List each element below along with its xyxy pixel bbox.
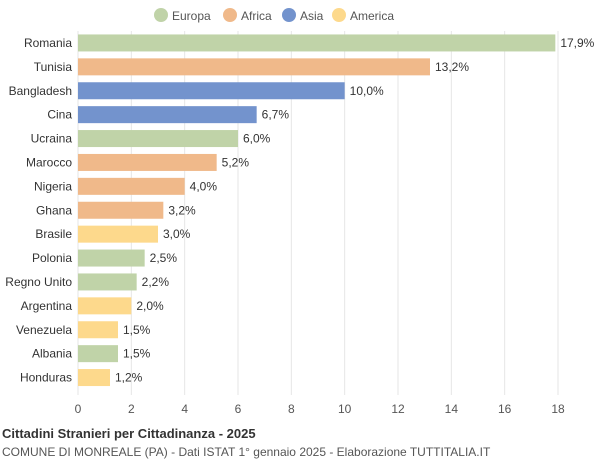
x-tick-label: 8 xyxy=(288,402,295,416)
x-tick-label: 4 xyxy=(181,402,188,416)
bar xyxy=(78,249,145,267)
value-label: 4,0% xyxy=(190,179,218,193)
value-label: 3,2% xyxy=(168,203,196,217)
category-label: Romania xyxy=(24,36,72,50)
x-tick-label: 12 xyxy=(391,402,405,416)
chart-source: COMUNE DI MONREALE (PA) - Dati ISTAT 1° … xyxy=(2,445,491,459)
x-tick-label: 6 xyxy=(235,402,242,416)
chart-title: Cittadini Stranieri per Cittadinanza - 2… xyxy=(2,426,256,441)
bar xyxy=(78,34,556,52)
bar xyxy=(78,345,118,363)
value-label: 3,0% xyxy=(163,227,191,241)
legend-label: Africa xyxy=(241,9,272,23)
bar xyxy=(78,225,158,243)
value-label: 1,2% xyxy=(115,371,143,385)
legend-label: Asia xyxy=(300,9,324,23)
category-label: Bangladesh xyxy=(9,84,72,98)
category-label: Ucraina xyxy=(31,132,73,146)
category-label: Marocco xyxy=(26,155,72,169)
category-label: Tunisia xyxy=(34,60,73,74)
legend-label: Europa xyxy=(172,9,211,23)
legend-marker xyxy=(223,8,237,22)
x-tick-label: 16 xyxy=(498,402,512,416)
x-tick-label: 2 xyxy=(128,402,135,416)
value-label: 1,5% xyxy=(123,323,151,337)
category-label: Regno Unito xyxy=(5,275,72,289)
value-label: 6,0% xyxy=(243,132,271,146)
category-label: Argentina xyxy=(21,299,73,313)
bar xyxy=(78,58,430,76)
category-label: Brasile xyxy=(35,227,72,241)
bar xyxy=(78,369,110,387)
bar-chart: 0 2 4 6 8 10 12 14 16 18 Romania 17,9% Tunisia 13,2% B… xyxy=(5,8,595,416)
value-label: 6,7% xyxy=(262,108,290,122)
bar xyxy=(78,177,185,195)
category-label: Albania xyxy=(32,347,72,361)
category-label: Honduras xyxy=(20,371,72,385)
bar xyxy=(78,297,132,315)
legend-marker xyxy=(282,8,296,22)
bar xyxy=(78,201,164,219)
value-label: 5,2% xyxy=(222,155,250,169)
bar xyxy=(78,321,118,339)
legend-marker xyxy=(154,8,168,22)
value-label: 17,9% xyxy=(560,36,594,50)
x-tick-label: 0 xyxy=(75,402,82,416)
value-label: 1,5% xyxy=(123,347,151,361)
x-tick-label: 14 xyxy=(445,402,459,416)
bar xyxy=(78,130,238,148)
x-tick-label: 10 xyxy=(338,402,352,416)
category-label: Nigeria xyxy=(34,179,72,193)
bar xyxy=(78,273,137,291)
legend-label: America xyxy=(350,9,394,23)
bar xyxy=(78,106,257,124)
x-tick-label: 18 xyxy=(551,402,565,416)
value-label: 13,2% xyxy=(435,60,469,74)
bar xyxy=(78,153,217,171)
value-label: 2,5% xyxy=(150,251,178,265)
legend-marker xyxy=(332,8,346,22)
bar xyxy=(78,82,345,100)
category-label: Polonia xyxy=(32,251,72,265)
category-label: Venezuela xyxy=(16,323,72,337)
value-label: 10,0% xyxy=(350,84,384,98)
category-label: Ghana xyxy=(36,203,72,217)
category-label: Cina xyxy=(47,108,72,122)
value-label: 2,0% xyxy=(136,299,164,313)
value-label: 2,2% xyxy=(142,275,170,289)
